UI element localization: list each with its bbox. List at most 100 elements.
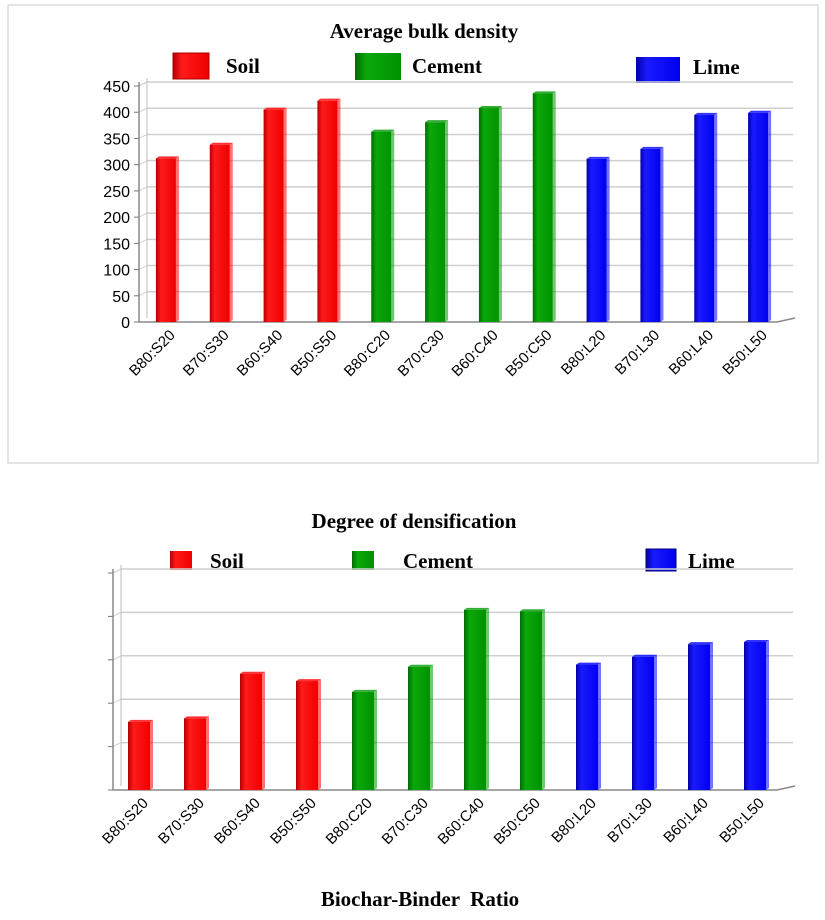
bar-top bbox=[520, 609, 545, 612]
bar-top bbox=[296, 679, 321, 682]
bar-top bbox=[371, 129, 395, 132]
y-tick-label: 300 bbox=[103, 158, 130, 175]
chart1-axes bbox=[134, 78, 796, 323]
bar-side bbox=[262, 671, 265, 790]
bar bbox=[632, 656, 654, 790]
bar bbox=[464, 609, 486, 790]
bar-side bbox=[175, 156, 179, 322]
bar-side bbox=[337, 98, 341, 322]
bar-side bbox=[606, 156, 610, 322]
bar-top bbox=[694, 112, 718, 115]
bar bbox=[240, 673, 262, 790]
bar-side bbox=[374, 689, 377, 790]
bar-side bbox=[542, 609, 545, 790]
bar-top bbox=[576, 662, 601, 665]
bar-side bbox=[206, 716, 209, 790]
chart2-title: Degree of densification bbox=[312, 509, 517, 533]
x-tick-label: B70:C30 bbox=[379, 795, 432, 848]
y-tick-label: 50 bbox=[112, 289, 130, 306]
bar bbox=[586, 158, 607, 322]
bar-side bbox=[445, 120, 449, 322]
bar bbox=[263, 109, 284, 322]
legend-item-soil[interactable]: Soil bbox=[172, 52, 260, 80]
chart2-bars bbox=[128, 607, 769, 790]
x-tick-label: B60:S40 bbox=[211, 795, 264, 848]
x-tick-label: B70:S30 bbox=[155, 795, 208, 848]
bar bbox=[184, 718, 206, 790]
bar-side bbox=[766, 640, 769, 790]
gridline-joint bbox=[112, 742, 122, 748]
legend-label-cement: Cement bbox=[412, 54, 482, 78]
chart1-y-tick-labels: 0 50 100 150 200 250 300 350 400 450 bbox=[103, 79, 130, 332]
legend-swatch-lime bbox=[636, 57, 680, 83]
y-tick-label: 250 bbox=[103, 184, 130, 201]
bar-top bbox=[744, 640, 769, 643]
gridline-joint bbox=[112, 698, 122, 704]
legend-swatch-lime bbox=[645, 548, 677, 572]
bar-side bbox=[391, 129, 395, 322]
y-tick-label: 100 bbox=[103, 263, 130, 280]
bar bbox=[425, 122, 446, 322]
bar-top bbox=[128, 719, 153, 722]
bar-top bbox=[155, 156, 179, 159]
bar bbox=[532, 93, 553, 322]
gridline-joint bbox=[138, 265, 148, 271]
bar-top bbox=[478, 106, 502, 109]
y-tick-label: 400 bbox=[103, 105, 130, 122]
bar bbox=[128, 721, 150, 790]
gridline-joint bbox=[138, 160, 148, 166]
bar-top bbox=[352, 689, 377, 692]
bar-side bbox=[660, 146, 664, 322]
bar bbox=[209, 144, 230, 322]
bar bbox=[296, 681, 318, 790]
x-tick-label: B80:L20 bbox=[548, 795, 600, 847]
legend-label-lime: Lime bbox=[693, 55, 740, 79]
x-tick-label: B50:C50 bbox=[491, 795, 544, 848]
x-tick-label: B60:C40 bbox=[435, 795, 488, 848]
bar-top bbox=[640, 146, 664, 149]
chart1-legend: Soil Cement Lime bbox=[172, 52, 740, 83]
chart2-gridlines bbox=[112, 568, 793, 748]
bar-top bbox=[317, 98, 341, 101]
chart1-title: Average bulk density bbox=[330, 19, 519, 43]
gridline-joint bbox=[138, 212, 148, 218]
gridline-joint bbox=[138, 186, 148, 192]
x-tick-label: B50:L50 bbox=[716, 795, 768, 847]
bar bbox=[317, 100, 338, 322]
legend-swatch-soil bbox=[170, 551, 192, 570]
bar-side bbox=[283, 107, 287, 322]
gridline-joint bbox=[112, 655, 122, 661]
x-tick-label: B60:L40 bbox=[660, 795, 712, 847]
x-axis-line bbox=[139, 317, 796, 323]
gridline-joint bbox=[112, 568, 122, 574]
bar-side bbox=[430, 664, 433, 790]
legend-swatch-soil bbox=[172, 52, 210, 80]
y-tick-label: 450 bbox=[103, 79, 130, 96]
chart2-x-axis-label: Biochar-Binder Ratio bbox=[321, 887, 519, 911]
chart2-x-tick-labels: B80:S20 B70:S30 B60:S40 B50:S50 B80:C20 B70:C… bbox=[99, 795, 768, 848]
gridline-joint bbox=[138, 107, 148, 113]
legend-item-cement[interactable]: Cement bbox=[355, 53, 482, 80]
chart2-axes bbox=[108, 565, 796, 791]
y-tick-label: 150 bbox=[103, 236, 130, 253]
legend-label-soil: Soil bbox=[226, 54, 260, 78]
bar bbox=[688, 644, 710, 790]
bar-top bbox=[532, 91, 556, 94]
bar-side bbox=[768, 110, 772, 322]
bar bbox=[744, 642, 766, 790]
bar bbox=[408, 666, 430, 790]
x-tick-label: B50:S50 bbox=[267, 795, 320, 848]
x-tick-label: B80:S20 bbox=[99, 795, 152, 848]
bar-side bbox=[552, 91, 556, 322]
bar-side bbox=[229, 142, 233, 322]
bar-top bbox=[408, 664, 433, 667]
legend-item-lime[interactable]: Lime bbox=[636, 55, 740, 83]
bar-top bbox=[184, 716, 209, 719]
bar-side bbox=[654, 654, 657, 790]
gridline-joint bbox=[138, 81, 148, 87]
y-tick-label: 200 bbox=[103, 210, 130, 227]
y-tick-label: 350 bbox=[103, 131, 130, 148]
bar-side bbox=[714, 112, 718, 322]
bar bbox=[478, 108, 499, 322]
